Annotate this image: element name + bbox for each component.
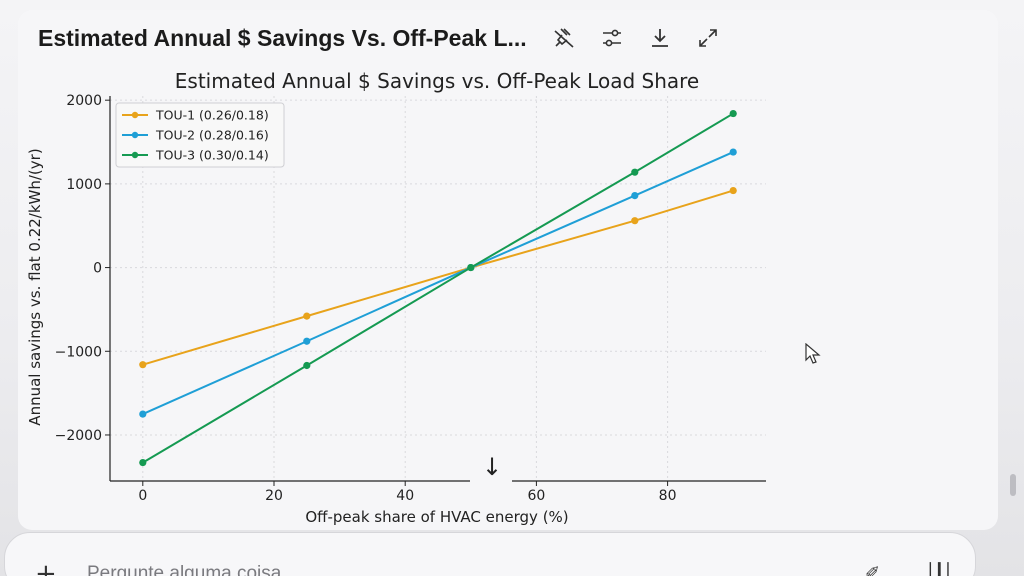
down-arrow-annotation: ↓ <box>482 453 502 481</box>
unpin-icon <box>554 28 574 48</box>
microphone-icon[interactable]: ✐ <box>865 563 881 576</box>
expand-icon <box>698 29 717 47</box>
series-line <box>142 189 734 366</box>
x-tick-label: 80 <box>659 488 677 504</box>
chat-composer: + Pergunte alguma coisa ✐ │┃│ <box>4 532 976 576</box>
chart-card <box>18 10 998 530</box>
x-tick-label: 60 <box>527 488 545 504</box>
scrollbar-thumb[interactable] <box>1010 474 1016 496</box>
legend-box <box>115 102 285 168</box>
unpin-button[interactable] <box>549 23 579 53</box>
data-point <box>631 168 639 176</box>
voice-mode-icon[interactable]: │┃│ <box>925 563 953 576</box>
data-point <box>631 217 639 225</box>
legend-label: TOU-3 (0.30/0.14) <box>155 148 269 163</box>
chart-card-title: Estimated Annual $ Savings Vs. Off-Peak … <box>38 24 527 51</box>
x-axis-label: Off-peak share of HVAC energy (%) <box>305 508 568 526</box>
data-point <box>139 361 147 369</box>
data-point <box>139 410 147 418</box>
download-icon <box>651 29 668 47</box>
y-tick-label: 0 <box>93 261 102 277</box>
chart-legend: TOU-1 (0.26/0.18) TOU-2 (0.28/0.16) TOU-3 … <box>115 102 285 168</box>
axes-layer: 0 20 40 60 80 2000 1000 0 −1000 −2000 <box>55 93 766 504</box>
x-tick-label: 0 <box>138 488 147 504</box>
chart-title: Estimated Annual $ Savings vs. Off-Peak … <box>175 69 699 93</box>
data-point <box>303 361 311 370</box>
data-point <box>729 186 737 195</box>
series-layer <box>139 109 737 467</box>
x-tick-label: 40 <box>396 488 414 504</box>
legend-label: TOU-1 (0.26/0.18) <box>155 108 269 123</box>
data-point <box>139 458 147 467</box>
y-tick-label: 2000 <box>66 93 102 109</box>
legend-label: TOU-2 (0.28/0.16) <box>155 128 269 143</box>
chart-settings-button[interactable] <box>597 23 627 53</box>
settings-sliders-icon <box>602 29 621 47</box>
y-tick-label: 1000 <box>66 177 102 193</box>
y-tick-label: −2000 <box>55 428 102 444</box>
prompt-input[interactable]: Pergunte alguma coisa <box>87 563 282 576</box>
data-point <box>303 312 311 320</box>
data-point <box>467 263 475 272</box>
expand-button[interactable] <box>693 23 723 53</box>
chart-card-header: Estimated Annual $ Savings Vs. Off-Peak … <box>38 20 978 56</box>
series-line <box>142 151 734 415</box>
data-point <box>631 191 639 200</box>
x-tick-label: 20 <box>265 488 283 504</box>
y-tick-label: −1000 <box>55 344 102 360</box>
mouse-pointer-icon <box>805 343 821 364</box>
data-point <box>729 109 737 118</box>
add-attachment-button[interactable]: + <box>35 559 57 576</box>
legend-swatch-marker <box>131 151 139 159</box>
data-point <box>729 148 737 156</box>
download-button[interactable] <box>645 23 675 53</box>
y-axis-label: Annual savings vs. flat 0.22/kWh/(yr) <box>26 148 44 425</box>
legend-swatch-marker <box>131 111 139 119</box>
data-point <box>303 337 311 345</box>
chart-toolbar <box>549 23 723 53</box>
legend-swatch-marker <box>131 131 139 139</box>
